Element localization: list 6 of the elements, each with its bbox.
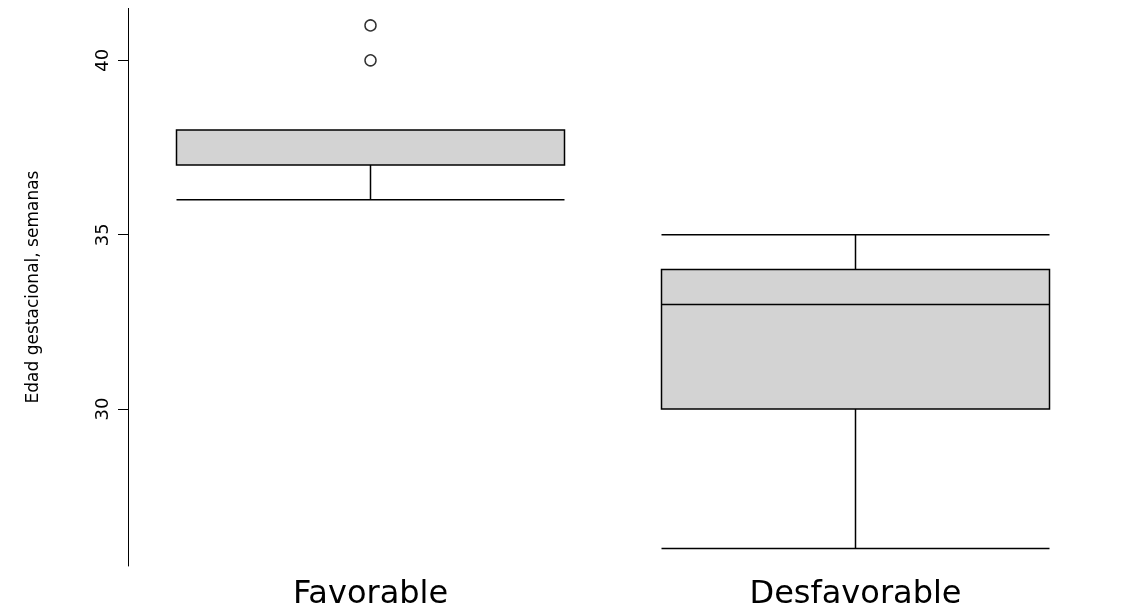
y-tick-label: 40 [90,48,112,72]
y-axis-title: Edad gestacional, semanas [21,170,42,404]
x-tick-label: Desfavorable [749,573,962,611]
y-tick-label: 35 [90,223,112,247]
x-tick-label: Favorable [292,573,449,611]
y-tick-label: 30 [90,397,112,421]
